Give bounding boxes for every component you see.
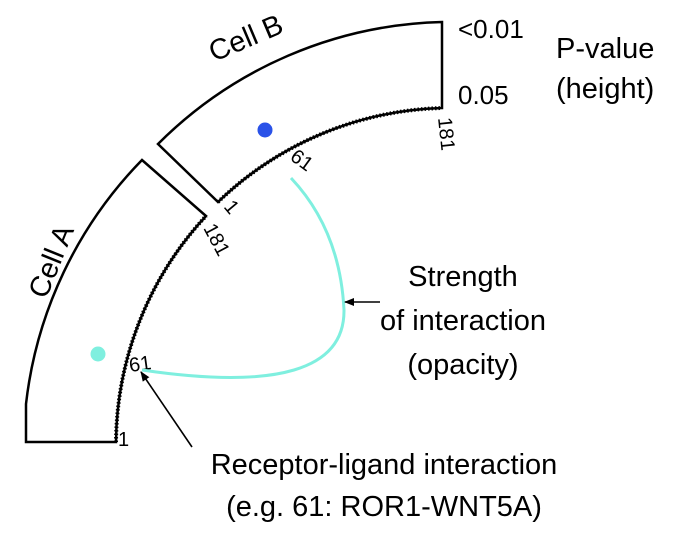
interaction-arrow — [140, 371, 193, 448]
pvalue-top-label: <0.01 — [458, 14, 524, 44]
cell-b-color-dot — [257, 122, 273, 138]
cell-a-tick-start: 1 — [118, 429, 129, 451]
strength-label-line2: of interaction — [380, 305, 546, 337]
strength-label-line1: Strength — [408, 261, 518, 293]
pvalue-subtitle: (height) — [556, 73, 654, 105]
cell-a-tick-band — [114, 214, 208, 443]
cell-b-tick-band — [216, 106, 443, 204]
interaction-label-line1: Receptor-ligand interaction — [211, 449, 558, 481]
cell-a-marked-index: 61 — [128, 352, 153, 377]
cell-b-label: Cell B — [204, 9, 288, 69]
cell-a-tick-end: 181 — [199, 220, 234, 260]
pvalue-bottom-label: 0.05 — [458, 80, 509, 110]
interaction-link — [141, 176, 346, 379]
cell-b-segment — [156, 20, 444, 204]
cell-a-color-dot — [90, 346, 106, 362]
pvalue-title: P-value — [556, 33, 654, 65]
interaction-label-line2: (e.g. 61: ROR1-WNT5A) — [226, 491, 542, 523]
cell-b-tick-start: 1 — [219, 196, 243, 219]
strength-label-line3: (opacity) — [407, 349, 518, 381]
cell-b-tick-end: 181 — [433, 116, 458, 151]
